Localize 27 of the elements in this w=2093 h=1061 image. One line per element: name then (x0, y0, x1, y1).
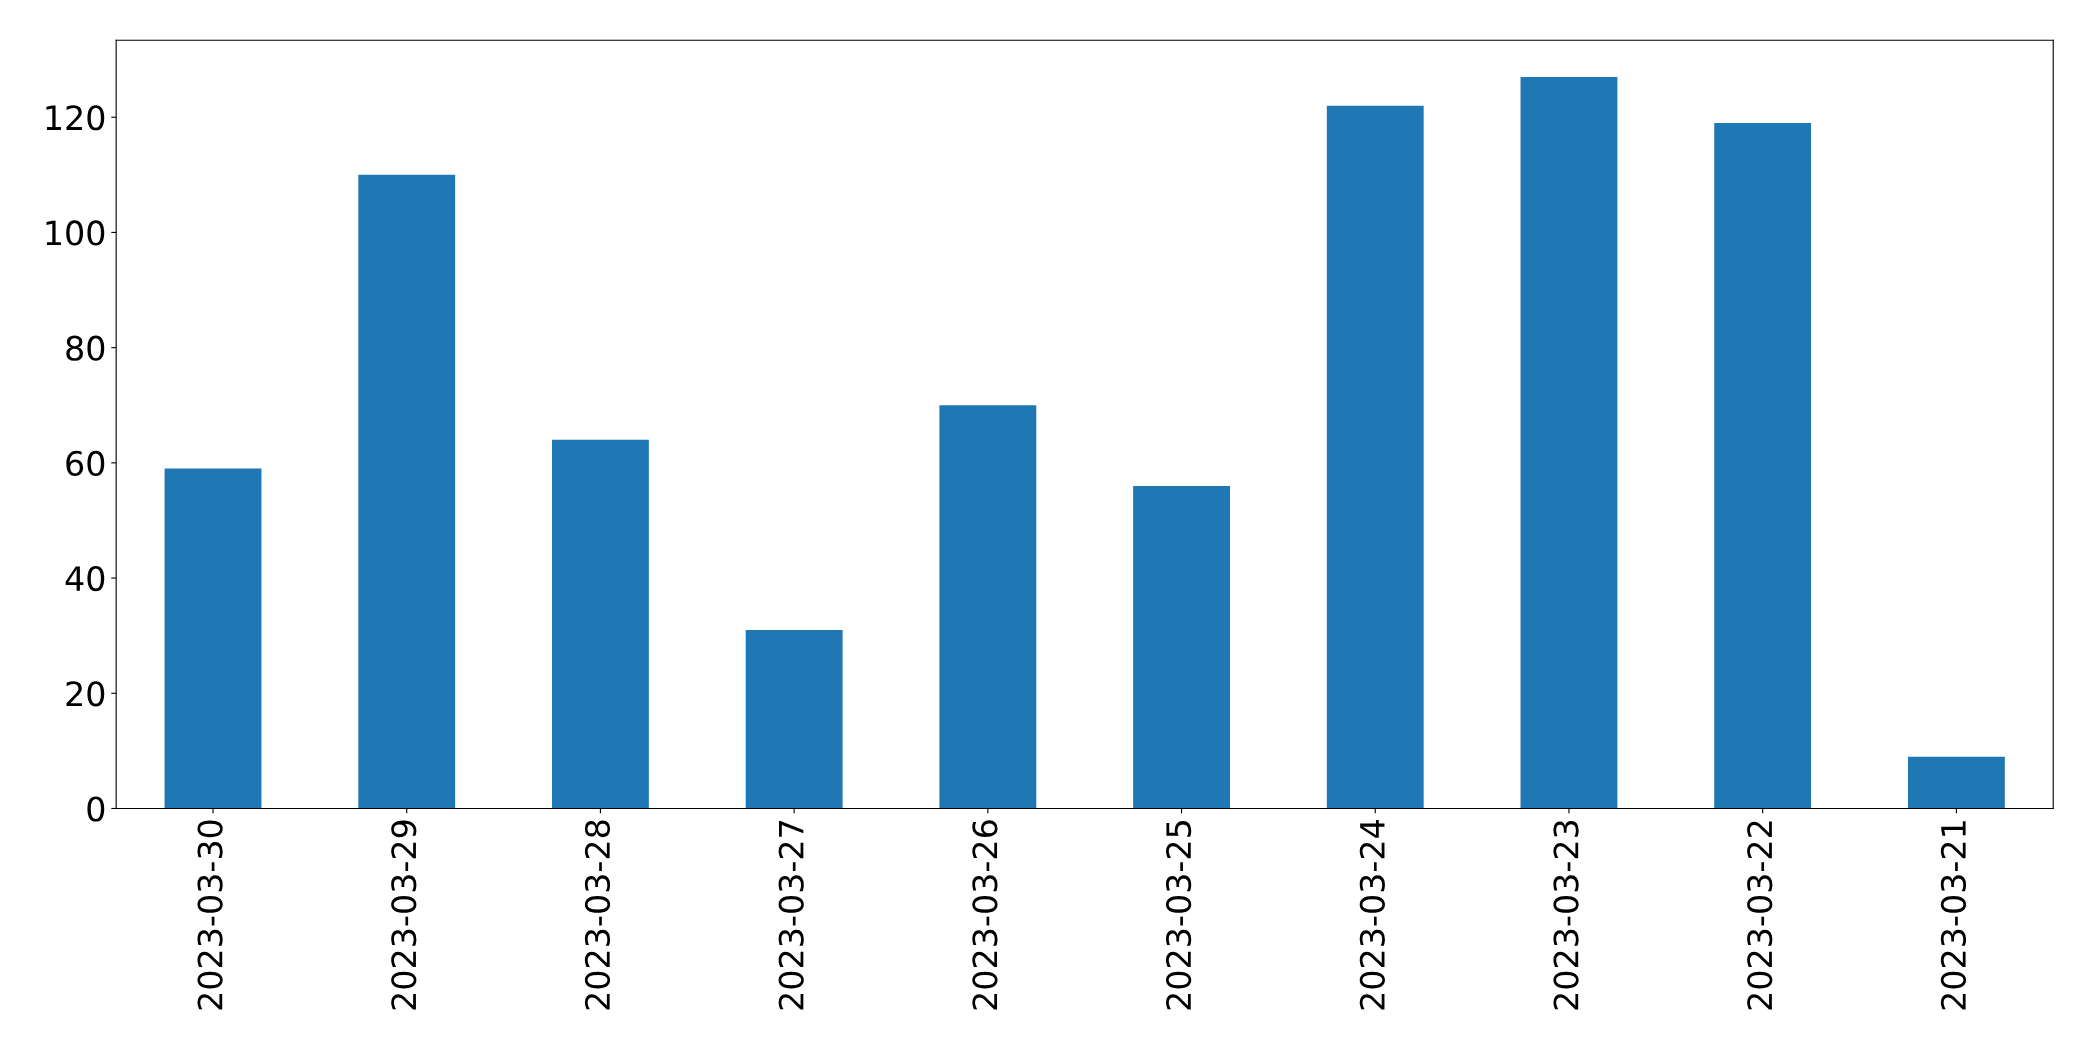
x-tick-label: 2023-03-27 (778, 821, 804, 1010)
bar (164, 468, 262, 809)
x-tick-label: 2023-03-21 (1940, 821, 1967, 1010)
bar (745, 629, 843, 809)
y-tick-label: 120 (46, 105, 105, 131)
bar (1714, 122, 1812, 809)
x-tick-label: 2023-03-26 (972, 820, 998, 1010)
y-tick-label: 20 (66, 681, 105, 707)
x-tick-label: 2023-03-25 (1166, 821, 1192, 1010)
bar (1520, 76, 1618, 809)
bar (939, 405, 1037, 809)
y-tick-label: 80 (66, 335, 105, 361)
bar (552, 439, 649, 809)
bar (1326, 105, 1424, 809)
bar (1133, 485, 1230, 809)
x-tick-label: 2023-03-30 (197, 820, 223, 1010)
y-tick-label: 0 (87, 796, 105, 822)
bar (358, 174, 456, 809)
y-tick-label: 60 (66, 450, 105, 476)
x-tick-label: 2023-03-28 (584, 820, 611, 1010)
x-tick-label: 2023-03-29 (391, 820, 417, 1010)
y-tick-label: 100 (46, 220, 105, 246)
x-tick-label: 2023-03-23 (1553, 820, 1579, 1010)
x-tick-label: 2023-03-24 (1359, 820, 1385, 1010)
x-tick-label: 2023-03-22 (1747, 821, 1773, 1010)
bar (1907, 756, 2005, 809)
y-tick-label: 40 (65, 565, 105, 592)
